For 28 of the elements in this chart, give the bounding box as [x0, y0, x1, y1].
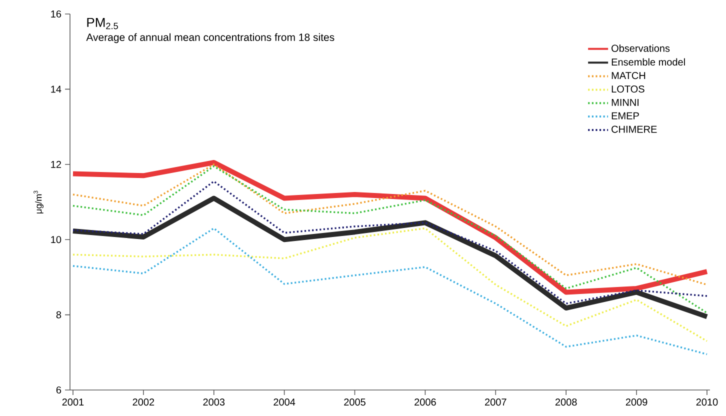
- y-tick-label: 12: [51, 160, 62, 168]
- x-tick-label: 2002: [132, 398, 154, 406]
- text: Average of annual mean concentrations from 18 sites: [86, 33, 334, 44]
- legend-label: EMEP: [612, 112, 639, 120]
- legend-label: Ensemble model: [612, 58, 685, 66]
- line-series: [72, 165, 708, 314]
- x-tick-label: 2009: [626, 398, 648, 406]
- legend-label: MATCH: [612, 72, 646, 80]
- legend-label: LOTOS: [612, 86, 644, 93]
- y-tick-label: 8: [56, 311, 62, 318]
- chart-title: PM$_{2.5}$: [87, 18, 118, 30]
- x-tick-label: 2001: [62, 398, 84, 406]
- legend-label: CHIMERE: [612, 126, 657, 133]
- y-axis-title: μg/m$^{3}$: [34, 190, 44, 214]
- y-tick-label: 6: [56, 386, 62, 394]
- x-tick-label: 2006: [414, 398, 436, 406]
- x-tick-label: 2004: [274, 398, 296, 406]
- x-tick-label: 2008: [555, 398, 577, 406]
- line-series: [72, 180, 708, 304]
- x-tick-label: 2007: [485, 398, 506, 406]
- y-tick-label: 10: [51, 236, 62, 244]
- x-tick-label: 2010: [696, 398, 718, 406]
- y-tick-label: 16: [51, 10, 62, 18]
- legend-label: Observations: [612, 44, 670, 52]
- x-tick-label: 2003: [203, 398, 225, 406]
- y-tick-label: 14: [51, 86, 62, 93]
- x-tick-label: 2005: [344, 398, 366, 406]
- legend-label: MINNI: [612, 98, 638, 106]
